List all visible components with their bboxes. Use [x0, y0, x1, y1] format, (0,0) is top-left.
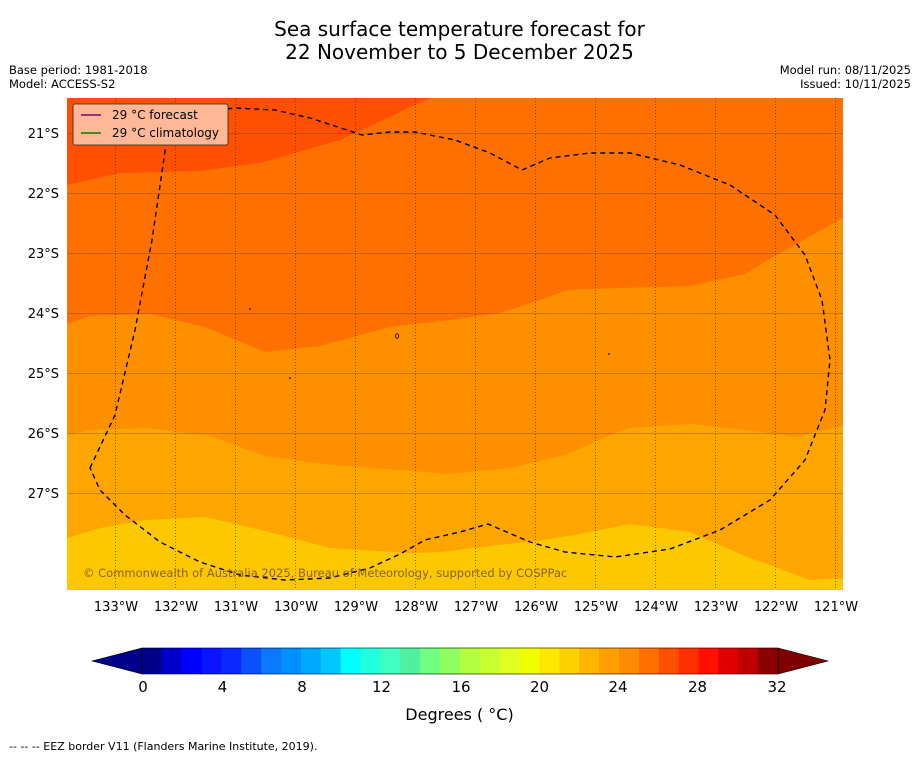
colorbar-cell: [360, 648, 381, 674]
base-period: Base period: 1981-2018: [9, 63, 148, 77]
lat-axis-labels: 21°S 22°S 23°S 24°S 25°S 26°S 27°S: [28, 127, 59, 502]
colorbar-cell: [380, 648, 401, 674]
lat-label: 22°S: [28, 187, 59, 202]
eez-footnote: -- -- -- EEZ border V11 (Flanders Marine…: [9, 740, 318, 753]
colorbar-cell: [738, 648, 759, 674]
colorbar: 0 4 8 12 16 20 24 28 32: [90, 647, 830, 696]
colorbar-cell: [619, 648, 640, 674]
colorbar-cell: [241, 648, 262, 674]
lat-label: 26°S: [28, 427, 59, 442]
colorbar-low-extend: [90, 647, 143, 675]
lon-label: 122°W: [754, 600, 798, 615]
colorbar-cell: [320, 648, 342, 674]
colorbar-cell: [420, 648, 441, 674]
lon-label: 127°W: [454, 600, 498, 615]
meta-right: Model run: 08/11/2025 Issued: 10/11/2025: [780, 63, 911, 91]
lon-label: 133°W: [94, 600, 138, 615]
colorbar-cell: [698, 648, 719, 674]
lon-label: 126°W: [514, 600, 558, 615]
colorbar-tick: 0: [138, 678, 148, 696]
lon-label: 123°W: [694, 600, 738, 615]
lon-label: 121°W: [814, 600, 858, 615]
colorbar-label: Degrees ( °C): [405, 705, 514, 724]
model-name: Model: ACCESS-S2: [9, 77, 116, 91]
colorbar-cell: [758, 648, 779, 674]
title-line-2: 22 November to 5 December 2025: [285, 40, 634, 64]
colorbar-cell: [301, 648, 322, 674]
lon-label: 130°W: [274, 600, 318, 615]
lon-label: 129°W: [334, 600, 378, 615]
colorbar-cell: [539, 648, 560, 674]
colorbar-tick-labels: 0 4 8 12 16 20 24 28 32: [138, 678, 786, 696]
colorbar-cell: [479, 648, 501, 674]
colorbar-cell: [718, 648, 739, 674]
lon-axis-labels: 133°W 132°W 131°W 130°W 129°W 128°W 127°…: [94, 600, 858, 615]
colorbar-cell: [181, 648, 203, 674]
colorbar-cell: [440, 648, 461, 674]
colorbar-cell: [400, 648, 421, 674]
colorbar-outline: [141, 647, 779, 675]
colorbar-tick: 20: [530, 678, 549, 696]
lon-label: 125°W: [574, 600, 618, 615]
colorbar-tick: 16: [451, 678, 470, 696]
colorbar-tick: 32: [767, 678, 786, 696]
colorbar-cell: [281, 648, 302, 674]
title-line-1: Sea surface temperature forecast for: [274, 17, 645, 41]
colorbar-tick: 8: [297, 678, 307, 696]
lat-gridlines: [67, 133, 843, 494]
colorbar-cell: [340, 648, 362, 674]
colorbar-tick: 28: [688, 678, 707, 696]
lat-label: 23°S: [28, 247, 59, 262]
lon-label: 124°W: [634, 600, 678, 615]
issued-date: Issued: 10/11/2025: [800, 77, 911, 91]
colorbar-tick: 12: [372, 678, 391, 696]
lon-gridlines: [115, 98, 836, 590]
map-legend: 29 °C forecast 29 °C climatology: [72, 103, 229, 146]
colorbar-cell: [559, 648, 580, 674]
colorbar-cell: [201, 648, 222, 674]
legend-climatology-label: 29 °C climatology: [112, 126, 219, 140]
lon-label: 128°W: [394, 600, 438, 615]
lat-label: 25°S: [28, 367, 59, 382]
colorbar-cell: [579, 648, 600, 674]
model-run: Model run: 08/11/2025: [779, 63, 911, 77]
legend-forecast-label: 29 °C forecast: [112, 108, 198, 122]
colorbar-cell: [599, 648, 620, 674]
island-markers: [249, 308, 610, 379]
colorbar-cell: [460, 648, 481, 674]
sst-band-coolest: [67, 517, 843, 590]
eez-border: [89, 107, 831, 581]
lat-label: 27°S: [28, 487, 59, 502]
copyright-notice: © Commonwealth of Australia 2025, Bureau…: [83, 566, 567, 580]
colorbar-cell: [519, 648, 540, 674]
colorbar-cell: [499, 648, 521, 674]
colorbar-cell: [142, 648, 163, 674]
chart-title: Sea surface temperature forecast for 22 …: [0, 18, 919, 64]
colorbar-cell: [678, 648, 699, 674]
lat-label: 24°S: [28, 307, 59, 322]
colorbar-tick: 24: [608, 678, 627, 696]
lat-label: 21°S: [28, 127, 59, 142]
meta-left: Base period: 1981-2018 Model: ACCESS-S2: [9, 63, 148, 91]
colorbar-tick: 4: [218, 678, 228, 696]
colorbar-cell: [221, 648, 242, 674]
colorbar-cell: [161, 648, 183, 674]
colorbar-high-extend: [777, 647, 830, 675]
map-plot-area: © Commonwealth of Australia 2025, Bureau…: [67, 98, 843, 590]
colorbar-cell: [261, 648, 282, 674]
colorbar-cell: [658, 648, 680, 674]
lon-label: 131°W: [214, 600, 258, 615]
lon-label: 132°W: [154, 600, 198, 615]
colorbar-cell: [638, 648, 660, 674]
